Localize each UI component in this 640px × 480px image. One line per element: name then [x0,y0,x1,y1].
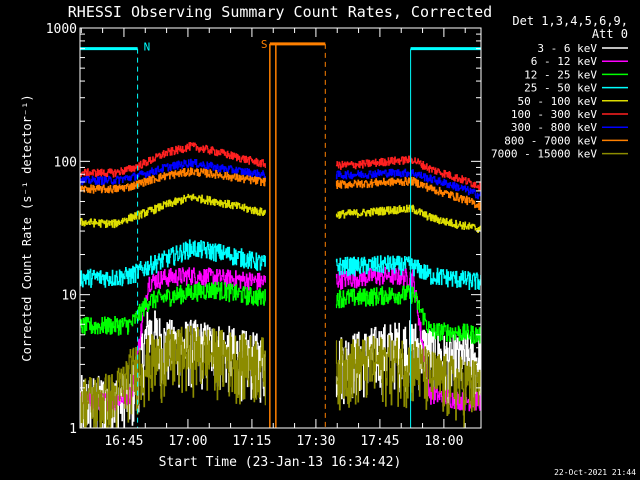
x-tick-label: 18:00 [424,434,463,449]
legend-label: 100 - 300 keV [511,108,597,121]
chart-title: RHESSI Observing Summary Count Rates, Co… [68,3,492,21]
legend-label: 7000 - 15000 keV [491,148,597,161]
x-tick-label: 17:45 [360,434,399,449]
series-line [79,325,482,428]
series-line [79,167,482,211]
legend-label: 6 - 12 keV [531,55,598,68]
x-tick-label: 17:15 [232,434,271,449]
legend-label: 300 - 800 keV [511,121,597,134]
legend-header-line-1: Det 1,3,4,5,6,9, [512,14,628,28]
y-axis-label: Corrected Count Rate (s⁻¹ detector⁻¹) [20,94,34,361]
y-tick-label: 100 [54,155,77,170]
x-axis-label: Start Time (23-Jan-13 16:34:42) [159,455,402,470]
y-tick-label: 10 [61,289,77,304]
x-tick-label: 17:00 [168,434,207,449]
footer-timestamp: 22-Oct-2021 21:44 [554,468,636,477]
x-tick-label: 17:30 [296,434,335,449]
legend-label: 800 - 7000 keV [504,134,597,147]
plot-frame [79,27,482,429]
series-line [79,193,482,233]
series-line [79,158,482,200]
y-tick-label: 1000 [46,22,77,37]
series-line [79,142,482,191]
series-line [79,239,482,290]
legend-label: 50 - 100 keV [518,95,598,108]
legend-label: 3 - 6 keV [537,42,597,55]
y-tick-label: 1 [69,422,77,437]
night-label: N [144,41,151,54]
data-series-layer [79,142,482,428]
x-tick-label: 16:45 [104,434,143,449]
series-line [79,281,482,344]
saa-label: S [261,38,268,51]
legend-header-line-2: Att 0 [592,27,628,41]
legend-label: 25 - 50 keV [524,82,597,95]
axes-layer: 1 10 100 1000 16:45 17:00 17:15 17:30 17:45 18:00 [46,22,481,449]
legend-label: 12 - 25 keV [524,68,597,81]
